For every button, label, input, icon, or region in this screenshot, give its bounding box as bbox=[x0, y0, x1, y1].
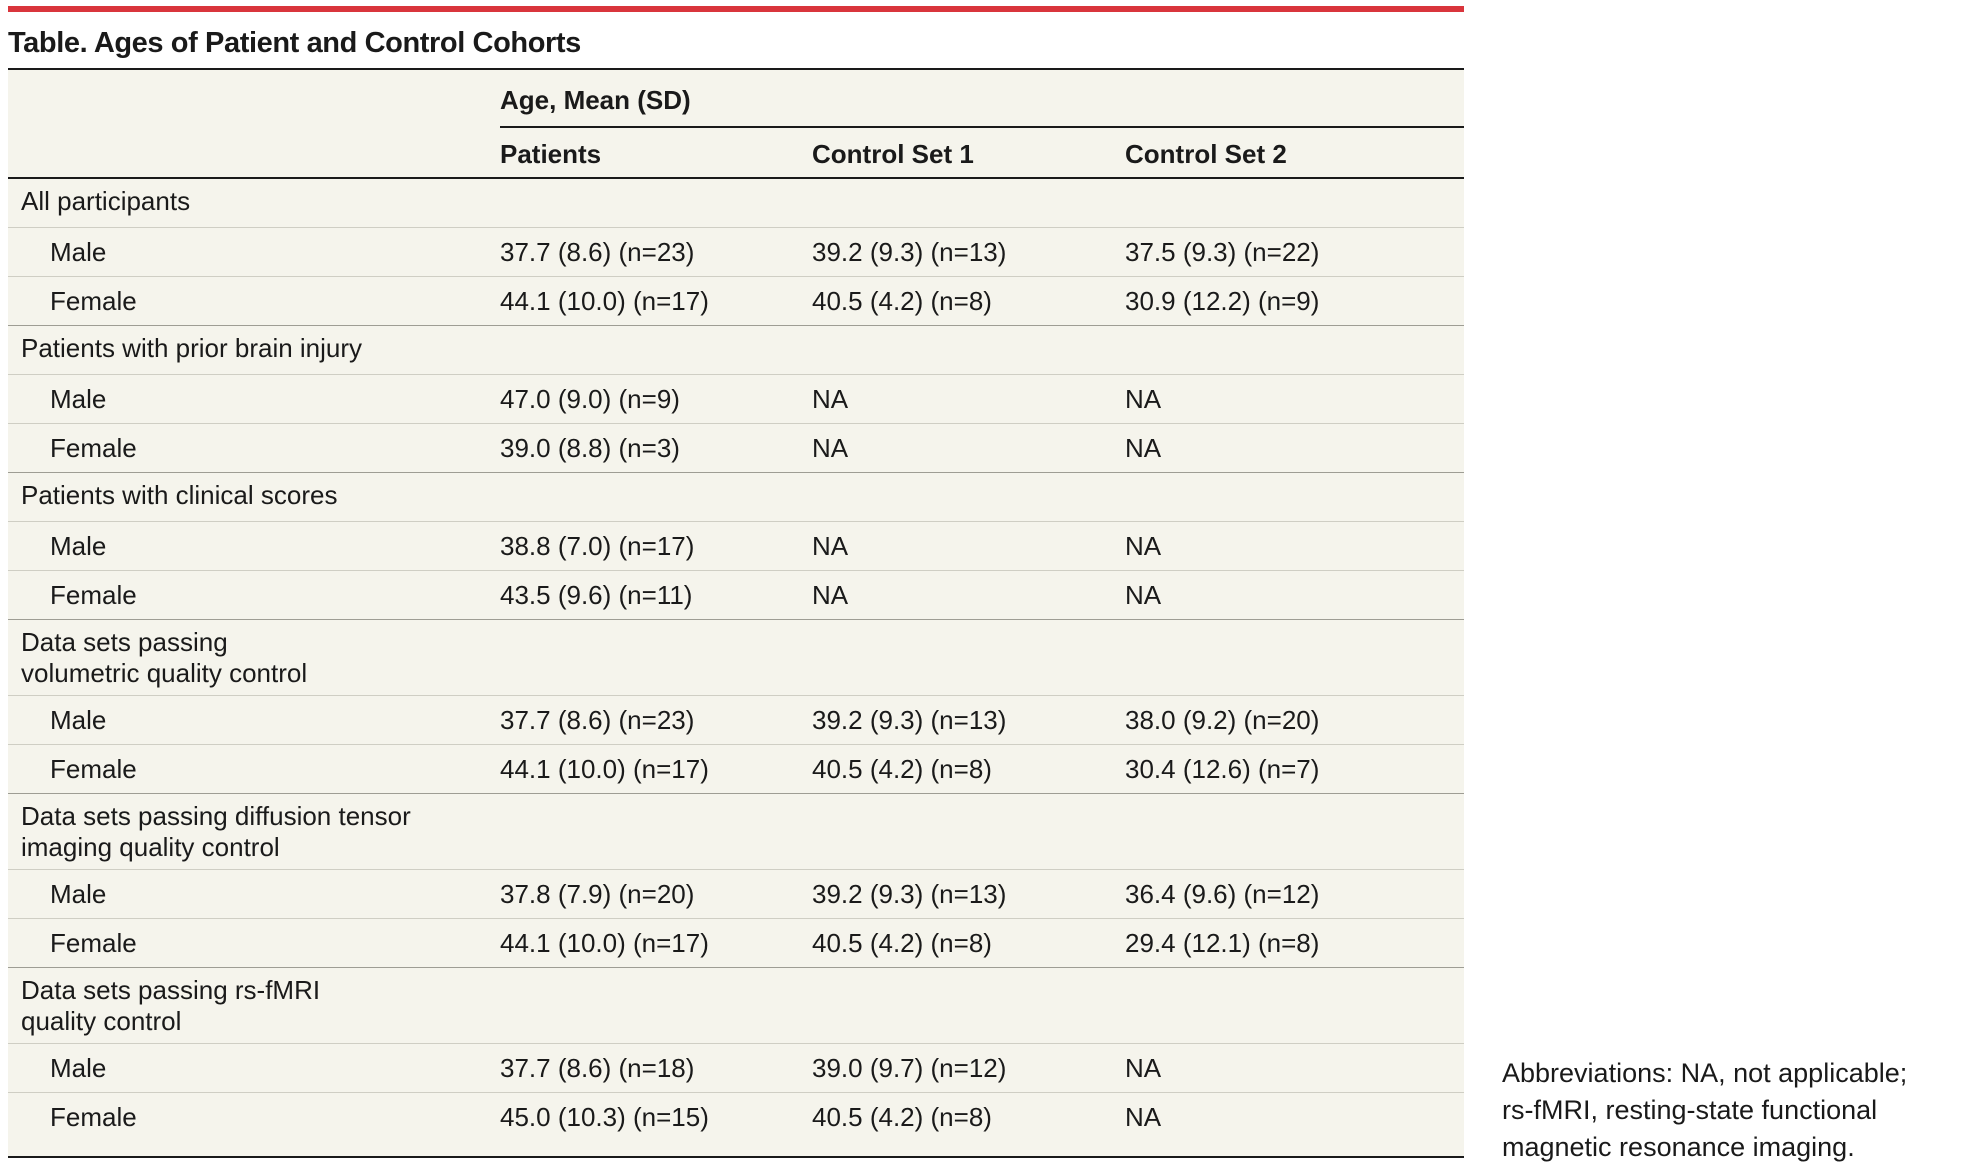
cell-control-set-2: NA bbox=[1125, 1102, 1162, 1132]
section-header-row: All participants bbox=[8, 179, 1464, 228]
section-label: Data sets passing rs-fMRI quality contro… bbox=[21, 975, 321, 1036]
header-bottom-rule bbox=[8, 177, 1464, 179]
table-row: Female 44.1 (10.0) (n=17) 40.5 (4.2) (n=… bbox=[8, 277, 1464, 326]
table-row: Female 43.5 (9.6) (n=11) NA NA bbox=[8, 571, 1464, 620]
cell-control-set-1: NA bbox=[812, 531, 849, 561]
row-label: Female bbox=[50, 754, 137, 784]
cell-control-set-2: 30.4 (12.6) (n=7) bbox=[1125, 754, 1320, 784]
cell-control-set-1: 39.2 (9.3) (n=13) bbox=[812, 237, 1007, 267]
cell-patients: 44.1 (10.0) (n=17) bbox=[500, 286, 709, 316]
section-header-row: Data sets passing rs-fMRI quality contro… bbox=[8, 968, 1464, 1044]
cell-patients: 37.7 (8.6) (n=23) bbox=[500, 705, 695, 735]
cell-patients: 45.0 (10.3) (n=15) bbox=[500, 1102, 709, 1132]
cell-control-set-2: NA bbox=[1125, 580, 1162, 610]
cell-control-set-1: 39.2 (9.3) (n=13) bbox=[812, 879, 1007, 909]
table-row: Male 37.7 (8.6) (n=18) 39.0 (9.7) (n=12)… bbox=[8, 1044, 1464, 1093]
row-label: Female bbox=[50, 433, 137, 463]
cell-patients: 38.8 (7.0) (n=17) bbox=[500, 531, 695, 561]
row-label: Male bbox=[50, 384, 107, 414]
cell-patients: 37.7 (8.6) (n=23) bbox=[500, 237, 695, 267]
row-label: Female bbox=[50, 286, 137, 316]
row-label: Female bbox=[50, 928, 137, 958]
cell-control-set-2: 36.4 (9.6) (n=12) bbox=[1125, 879, 1320, 909]
cell-control-set-2: 29.4 (12.1) (n=8) bbox=[1125, 928, 1320, 958]
row-label: Male bbox=[50, 879, 107, 909]
row-label: Male bbox=[50, 531, 107, 561]
cell-control-set-1: 39.0 (9.7) (n=12) bbox=[812, 1053, 1007, 1083]
row-label: Male bbox=[50, 237, 107, 267]
table-row: Male 38.8 (7.0) (n=17) NA NA bbox=[8, 522, 1464, 571]
cell-control-set-1: 39.2 (9.3) (n=13) bbox=[812, 705, 1007, 735]
cell-patients: 37.7 (8.6) (n=18) bbox=[500, 1053, 695, 1083]
row-label: Male bbox=[50, 705, 107, 735]
section-label: Data sets passing volumetric quality con… bbox=[21, 627, 308, 688]
cell-control-set-2: NA bbox=[1125, 531, 1162, 561]
table-row: Male 37.8 (7.9) (n=20) 39.2 (9.3) (n=13)… bbox=[8, 870, 1464, 919]
section-header-row: Data sets passing diffusion tensor imagi… bbox=[8, 794, 1464, 870]
column-header-patients: Patients bbox=[500, 139, 602, 169]
cell-control-set-1: 40.5 (4.2) (n=8) bbox=[812, 928, 992, 958]
cell-control-set-1: 40.5 (4.2) (n=8) bbox=[812, 754, 992, 784]
cell-control-set-1: NA bbox=[812, 580, 849, 610]
cell-control-set-1: NA bbox=[812, 384, 849, 414]
table-row: Male 37.7 (8.6) (n=23) 39.2 (9.3) (n=13)… bbox=[8, 228, 1464, 277]
table-body: All participants Male 37.7 (8.6) (n=23) … bbox=[8, 179, 1464, 1142]
cell-control-set-2: 30.9 (12.2) (n=9) bbox=[1125, 286, 1320, 316]
section-header-row: Patients with prior brain injury bbox=[8, 326, 1464, 375]
table-row: Male 37.7 (8.6) (n=23) 39.2 (9.3) (n=13)… bbox=[8, 696, 1464, 745]
data-table: Age, Mean (SD) Patients Control Set 1 Co… bbox=[8, 68, 1464, 1158]
section-header-row: Patients with clinical scores bbox=[8, 473, 1464, 522]
table-row: Female 44.1 (10.0) (n=17) 40.5 (4.2) (n=… bbox=[8, 919, 1464, 968]
section-label: Patients with prior brain injury bbox=[21, 333, 363, 363]
column-header-control-set-1: Control Set 1 bbox=[812, 139, 974, 169]
cell-control-set-2: 37.5 (9.3) (n=22) bbox=[1125, 237, 1320, 267]
cell-control-set-1: 40.5 (4.2) (n=8) bbox=[812, 286, 992, 316]
abbreviations-footnote: Abbreviations: NA, not applicable; rs-fM… bbox=[1502, 1058, 1908, 1162]
column-header-control-set-2: Control Set 2 bbox=[1125, 139, 1287, 169]
cell-patients: 39.0 (8.8) (n=3) bbox=[500, 433, 680, 463]
row-label: Male bbox=[50, 1053, 107, 1083]
cell-control-set-2: NA bbox=[1125, 1053, 1162, 1083]
cell-control-set-2: NA bbox=[1125, 433, 1162, 463]
header-group-rule bbox=[500, 126, 1464, 128]
cell-patients: 43.5 (9.6) (n=11) bbox=[500, 580, 693, 610]
cell-patients: 44.1 (10.0) (n=17) bbox=[500, 754, 709, 784]
row-label: Female bbox=[50, 1102, 137, 1132]
section-label: All participants bbox=[21, 186, 191, 216]
table-row: Female 44.1 (10.0) (n=17) 40.5 (4.2) (n=… bbox=[8, 745, 1464, 794]
section-label: Data sets passing diffusion tensor imagi… bbox=[21, 801, 411, 862]
table-title: Table. Ages of Patient and Control Cohor… bbox=[8, 27, 581, 59]
table-row: Male 47.0 (9.0) (n=9) NA NA bbox=[8, 375, 1464, 424]
cell-control-set-1: 40.5 (4.2) (n=8) bbox=[812, 1102, 992, 1132]
table-row: Female 39.0 (8.8) (n=3) NA NA bbox=[8, 424, 1464, 473]
cell-patients: 47.0 (9.0) (n=9) bbox=[500, 384, 680, 414]
table-row: Female 45.0 (10.3) (n=15) 40.5 (4.2) (n=… bbox=[8, 1093, 1464, 1142]
section-header-row: Data sets passing volumetric quality con… bbox=[8, 620, 1464, 696]
cell-control-set-2: NA bbox=[1125, 384, 1162, 414]
cell-patients: 44.1 (10.0) (n=17) bbox=[500, 928, 709, 958]
title-accent-rule bbox=[8, 6, 1464, 12]
row-label: Female bbox=[50, 580, 137, 610]
header-group-label: Age, Mean (SD) bbox=[500, 85, 691, 115]
section-label: Patients with clinical scores bbox=[21, 480, 338, 510]
cell-control-set-2: 38.0 (9.2) (n=20) bbox=[1125, 705, 1320, 735]
cell-control-set-1: NA bbox=[812, 433, 849, 463]
cell-patients: 37.8 (7.9) (n=20) bbox=[500, 879, 695, 909]
